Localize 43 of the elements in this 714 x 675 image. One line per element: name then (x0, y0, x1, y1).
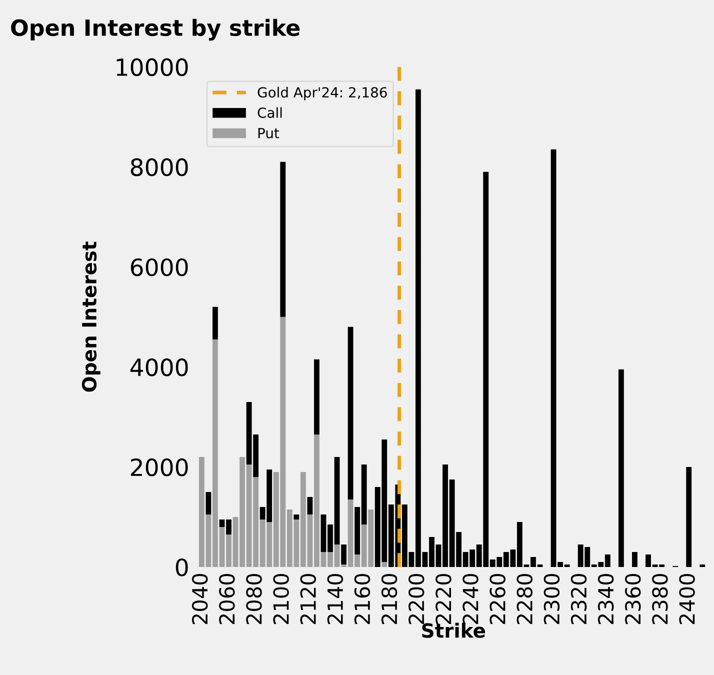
y-tick-label: 4000 (130, 358, 188, 376)
bar (280, 162, 286, 317)
x-tick-label: 2360 (625, 574, 641, 624)
x-tick-label: 2060 (219, 574, 235, 624)
bar (618, 369, 624, 567)
bar (382, 562, 388, 567)
ref-line-label: Gold Apr'24: 2,186 (258, 86, 387, 100)
x-tick-label: 2120 (300, 574, 316, 624)
x-tick-label: 2180 (381, 574, 398, 624)
x-tick-label: 2240 (462, 574, 478, 624)
legend-label: Put (258, 128, 280, 138)
y-tick-label: 8000 (130, 158, 188, 176)
x-tick-label: 2260 (490, 574, 506, 624)
x-tick-label: 2220 (436, 574, 452, 624)
x-tick-label: 2380 (652, 574, 668, 624)
x-tick-label: 2200 (408, 574, 424, 624)
bar (307, 496, 313, 514)
y-tick-label: 6000 (130, 258, 188, 276)
x-tick-label: 2400 (679, 574, 695, 624)
x-axis-title: Strike (422, 622, 486, 638)
y-tick-label: 2000 (131, 458, 188, 476)
bar (341, 544, 346, 564)
legend-label: Call (258, 107, 282, 118)
x-tick-label: 2080 (246, 574, 262, 624)
x-tick-label: 2300 (544, 574, 560, 624)
chart-title: Open Interest by strike (11, 18, 300, 41)
bar (686, 466, 692, 567)
bar (294, 514, 300, 520)
bar (206, 492, 212, 514)
y-tick-label: 0 (176, 558, 188, 576)
bar (314, 359, 320, 434)
x-tick-label: 2160 (354, 574, 370, 624)
y-axis-title: Open Interest (82, 242, 100, 392)
x-tick-label: 2280 (516, 574, 533, 624)
bar (348, 326, 354, 500)
x-tick-label: 2100 (273, 574, 289, 624)
bar (632, 552, 638, 567)
y-tick-label: 10000 (116, 58, 188, 76)
x-tick-label: 2140 (327, 574, 344, 624)
x-tick-label: 2320 (570, 574, 587, 624)
bar (212, 306, 218, 340)
x-tick-label: 2040 (192, 574, 208, 624)
x-tick-label: 2340 (598, 574, 614, 624)
